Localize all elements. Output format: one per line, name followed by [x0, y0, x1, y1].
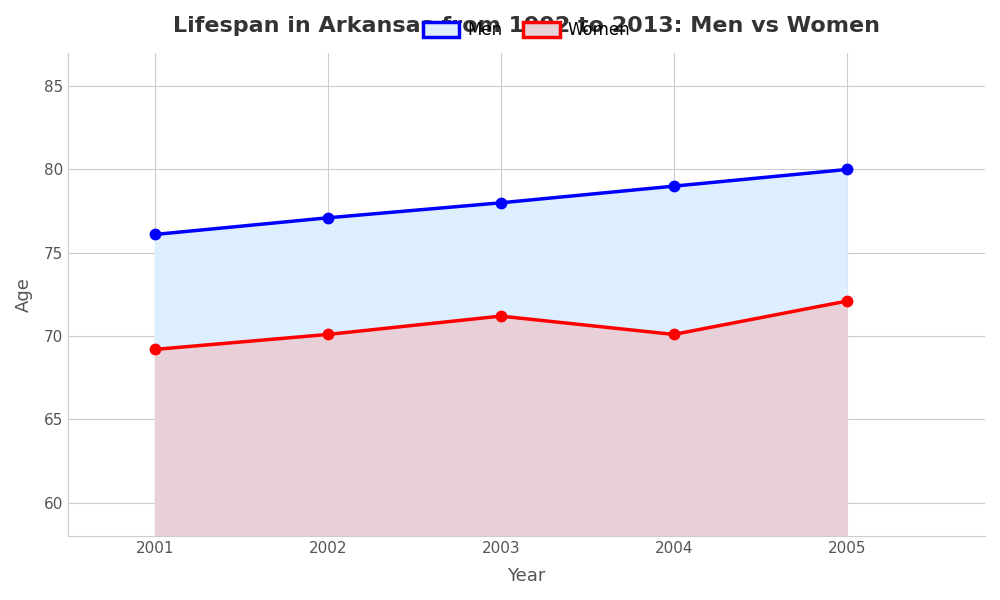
Legend: Men, Women: Men, Women: [414, 13, 639, 47]
X-axis label: Year: Year: [507, 567, 546, 585]
Title: Lifespan in Arkansas from 1992 to 2013: Men vs Women: Lifespan in Arkansas from 1992 to 2013: …: [173, 16, 880, 36]
Y-axis label: Age: Age: [15, 277, 33, 312]
